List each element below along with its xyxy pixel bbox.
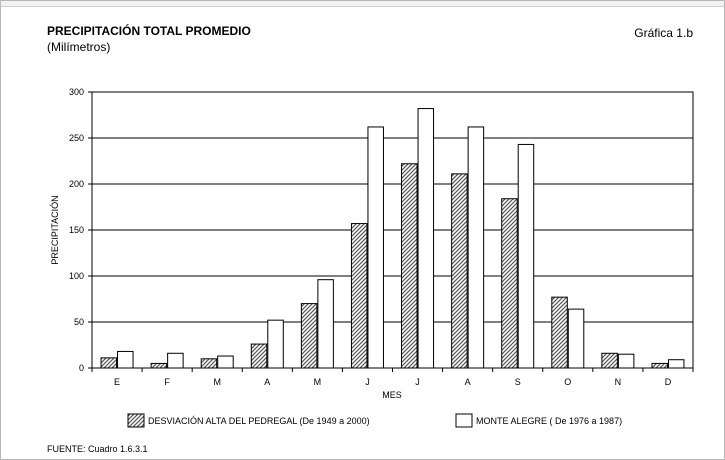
- x-tick-label: A: [465, 377, 471, 387]
- bar-monte-alegre: [317, 279, 334, 369]
- y-tick-label: 150: [69, 225, 84, 235]
- bar-pedregal: [601, 352, 618, 369]
- bar-monte-alegre: [417, 108, 435, 369]
- bar-pedregal: [451, 173, 468, 369]
- bar-monte-alegre: [667, 359, 685, 369]
- x-tick-label: M: [213, 377, 221, 387]
- bar-monte-alegre: [117, 350, 134, 369]
- y-axis-label: PRECIPITACIÓN: [50, 195, 60, 264]
- x-tick-label: O: [564, 377, 571, 387]
- bar-monte-alegre: [367, 126, 384, 369]
- bar-pedregal: [401, 163, 418, 369]
- chart-subtitle: (Milímetros): [47, 40, 111, 54]
- legend-swatch-pedregal: [127, 413, 145, 428]
- bar-monte-alegre: [617, 353, 635, 369]
- legend-label-pedregal: DESVIACIÓN ALTA DEL PEDREGAL (De 1949 a …: [148, 416, 370, 426]
- bar-monte-alegre: [267, 319, 284, 369]
- bar-pedregal: [651, 362, 668, 369]
- source-note: FUENTE: Cuadro 1.6.3.1: [47, 444, 148, 454]
- x-tick-label: S: [515, 377, 521, 387]
- graph-number-label: Gráfica 1.b: [634, 26, 693, 40]
- y-tick-label: 50: [74, 317, 84, 327]
- bar-monte-alegre: [567, 308, 585, 369]
- x-tick-label: N: [615, 377, 622, 387]
- bar-pedregal: [551, 296, 568, 369]
- y-tick-label: 100: [69, 271, 84, 281]
- bar-pedregal: [100, 357, 118, 369]
- x-tick-label: A: [264, 377, 270, 387]
- window-top-strip: [0, 0, 725, 7]
- x-tick-label: J: [415, 377, 420, 387]
- y-tick-label: 300: [69, 87, 84, 97]
- x-tick-label: J: [365, 377, 370, 387]
- y-tick-label: 0: [79, 363, 84, 373]
- bar-monte-alegre: [467, 126, 485, 369]
- x-tick-label: M: [314, 377, 322, 387]
- bar-pedregal: [300, 303, 318, 369]
- x-tick-label: D: [665, 377, 672, 387]
- x-axis-label: MES: [382, 390, 402, 400]
- legend-swatch-monte-alegre: [455, 413, 473, 428]
- x-tick-label: F: [164, 377, 170, 387]
- bar-pedregal: [200, 358, 218, 369]
- bar-monte-alegre: [517, 143, 535, 369]
- bar-pedregal: [350, 223, 368, 369]
- legend-label-monte-alegre: MONTE ALEGRE ( De 1976 a 1987): [476, 416, 622, 426]
- bar-monte-alegre: [217, 355, 234, 369]
- bar-pedregal: [150, 362, 168, 369]
- bar-pedregal: [501, 198, 518, 369]
- bar-pedregal: [250, 343, 268, 369]
- y-tick-label: 250: [69, 133, 84, 143]
- bar-monte-alegre: [167, 352, 184, 369]
- x-tick-label: E: [114, 377, 120, 387]
- chart-title: PRECIPITACIÓN TOTAL PROMEDIO: [47, 24, 251, 38]
- y-tick-label: 200: [69, 179, 84, 189]
